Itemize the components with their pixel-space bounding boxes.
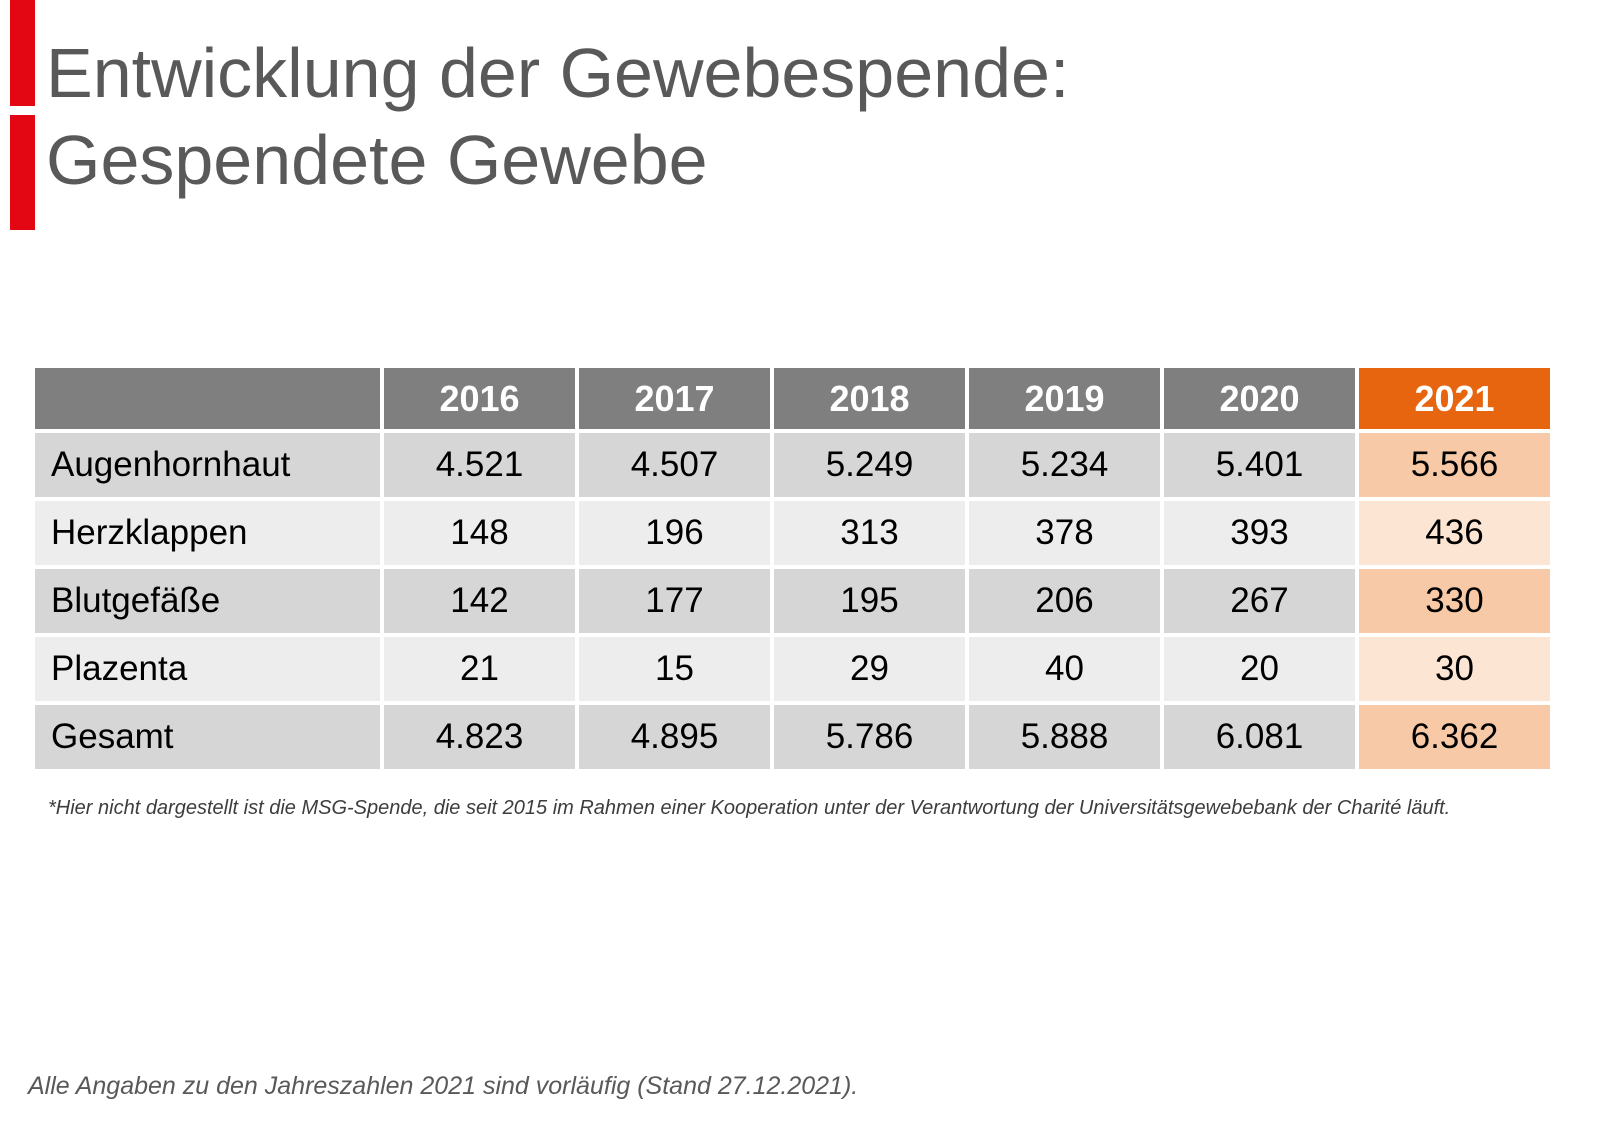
row-label-Augenhornhaut: Augenhornhaut (35, 433, 380, 497)
status-note: Alle Angaben zu den Jahreszahlen 2021 si… (28, 1072, 859, 1100)
cell-2016-Gesamt: 4.823 (384, 705, 575, 769)
row-label-Herzklappen: Herzklappen (35, 501, 380, 565)
table-row-Herzklappen: Herzklappen 148 196 313 378 393 436 (35, 501, 1550, 565)
cell-2018-Herzklappen: 313 (774, 501, 965, 565)
table-body: Augenhornhaut 4.521 4.507 5.249 5.234 5.401 5.… (35, 433, 1550, 769)
cell-2021-Gesamt: 6.362 (1359, 705, 1550, 769)
cell-2018-Augenhornhaut: 5.249 (774, 433, 965, 497)
cell-2021-Augenhornhaut: 5.566 (1359, 433, 1550, 497)
cell-2020-Plazenta: 20 (1164, 637, 1355, 701)
page-title: Entwicklung der Gewebespende: Gespendete … (46, 30, 1069, 204)
year-header-2016: 2016 (384, 368, 575, 429)
year-header-2021: 2021 (1359, 368, 1550, 429)
page-title-line-1: Entwicklung der Gewebespende: (46, 34, 1070, 112)
cell-2018-Gesamt: 5.786 (774, 705, 965, 769)
red-accent-bar (10, 0, 35, 230)
cell-2018-Blutgefäße: 195 (774, 569, 965, 633)
cell-2020-Blutgefäße: 267 (1164, 569, 1355, 633)
row-label-Blutgefäße: Blutgefäße (35, 569, 380, 633)
cell-2020-Augenhornhaut: 5.401 (1164, 433, 1355, 497)
cell-2019-Plazenta: 40 (969, 637, 1160, 701)
table-header-row: 2016 2017 2018 2019 2020 2021 (35, 368, 1550, 429)
cell-2020-Herzklappen: 393 (1164, 501, 1355, 565)
year-header-2018: 2018 (774, 368, 965, 429)
cell-2021-Herzklappen: 436 (1359, 501, 1550, 565)
red-accent-segment-top (10, 0, 35, 106)
table-footnote: *Hier nicht dargestellt ist die MSG-Spen… (48, 797, 1451, 819)
table-row-Blutgefäße: Blutgefäße 142 177 195 206 267 330 (35, 569, 1550, 633)
row-label-Plazenta: Plazenta (35, 637, 380, 701)
cell-2017-Gesamt: 4.895 (579, 705, 770, 769)
year-header-2017: 2017 (579, 368, 770, 429)
cell-2017-Augenhornhaut: 4.507 (579, 433, 770, 497)
cell-2017-Plazenta: 15 (579, 637, 770, 701)
table-row-Plazenta: Plazenta 21 15 29 40 20 30 (35, 637, 1550, 701)
page-title-line-2: Gespendete Gewebe (46, 121, 708, 199)
cell-2016-Augenhornhaut: 4.521 (384, 433, 575, 497)
cell-2021-Blutgefäße: 330 (1359, 569, 1550, 633)
cell-2017-Herzklappen: 196 (579, 501, 770, 565)
cell-2019-Herzklappen: 378 (969, 501, 1160, 565)
table-row-Augenhornhaut: Augenhornhaut 4.521 4.507 5.249 5.234 5.401 5.… (35, 433, 1550, 497)
cell-2016-Blutgefäße: 142 (384, 569, 575, 633)
cell-2019-Gesamt: 5.888 (969, 705, 1160, 769)
year-header-2020: 2020 (1164, 368, 1355, 429)
cell-2021-Plazenta: 30 (1359, 637, 1550, 701)
cell-2018-Plazenta: 29 (774, 637, 965, 701)
row-label-Gesamt: Gesamt (35, 705, 380, 769)
table-row-Gesamt: Gesamt 4.823 4.895 5.786 5.888 6.081 6.362 (35, 705, 1550, 769)
cell-2016-Herzklappen: 148 (384, 501, 575, 565)
cell-2019-Augenhornhaut: 5.234 (969, 433, 1160, 497)
cell-2017-Blutgefäße: 177 (579, 569, 770, 633)
corner-header-cell (35, 368, 380, 429)
year-header-2019: 2019 (969, 368, 1160, 429)
cell-2019-Blutgefäße: 206 (969, 569, 1160, 633)
tissue-donation-table: 2016 2017 2018 2019 2020 2021 Augenhornhaut 4.… (31, 364, 1554, 773)
red-accent-segment-bottom (10, 115, 35, 230)
cell-2020-Gesamt: 6.081 (1164, 705, 1355, 769)
table-header: 2016 2017 2018 2019 2020 2021 (35, 368, 1550, 429)
cell-2016-Plazenta: 21 (384, 637, 575, 701)
